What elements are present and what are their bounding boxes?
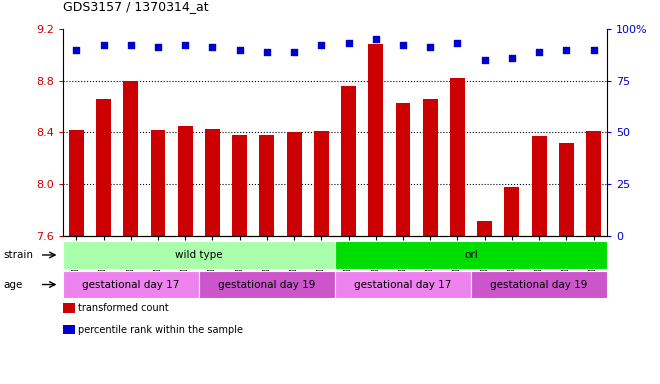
Point bbox=[479, 57, 490, 63]
Point bbox=[588, 46, 599, 53]
Text: strain: strain bbox=[3, 250, 33, 260]
Point bbox=[507, 55, 517, 61]
Point bbox=[289, 48, 300, 55]
Bar bbox=[532, 136, 546, 236]
Point bbox=[125, 42, 136, 48]
Text: gestational day 17: gestational day 17 bbox=[82, 280, 180, 290]
Text: percentile rank within the sample: percentile rank within the sample bbox=[78, 324, 243, 335]
Text: transformed count: transformed count bbox=[78, 303, 169, 313]
Bar bbox=[69, 130, 84, 236]
Bar bbox=[314, 131, 329, 236]
Bar bbox=[259, 135, 275, 236]
Text: age: age bbox=[3, 280, 22, 290]
Bar bbox=[150, 130, 166, 236]
Point bbox=[71, 46, 82, 53]
Bar bbox=[232, 135, 247, 236]
Point bbox=[561, 46, 572, 53]
Point bbox=[152, 45, 163, 51]
Text: orl: orl bbox=[464, 250, 478, 260]
Bar bbox=[477, 220, 492, 236]
Point bbox=[452, 40, 463, 46]
Bar bbox=[341, 86, 356, 236]
Point bbox=[534, 48, 544, 55]
Bar bbox=[450, 78, 465, 236]
Bar bbox=[395, 103, 411, 236]
Bar bbox=[205, 129, 220, 236]
Point bbox=[98, 42, 109, 48]
Bar bbox=[286, 132, 302, 236]
Point bbox=[180, 42, 191, 48]
Point bbox=[316, 42, 327, 48]
Point bbox=[370, 36, 381, 42]
Point bbox=[343, 40, 354, 46]
Text: wild type: wild type bbox=[175, 250, 222, 260]
Bar bbox=[504, 187, 519, 236]
Bar bbox=[96, 99, 111, 236]
Bar bbox=[423, 99, 438, 236]
Bar bbox=[178, 126, 193, 236]
Bar bbox=[586, 131, 601, 236]
Text: gestational day 19: gestational day 19 bbox=[218, 280, 315, 290]
Bar bbox=[559, 143, 574, 236]
Bar bbox=[123, 81, 138, 236]
Point bbox=[207, 45, 218, 51]
Text: GDS3157 / 1370314_at: GDS3157 / 1370314_at bbox=[63, 0, 209, 13]
Point bbox=[234, 46, 245, 53]
Bar bbox=[368, 44, 383, 236]
Point bbox=[425, 45, 436, 51]
Point bbox=[398, 42, 409, 48]
Point bbox=[261, 48, 272, 55]
Text: gestational day 19: gestational day 19 bbox=[490, 280, 588, 290]
Text: gestational day 17: gestational day 17 bbox=[354, 280, 451, 290]
